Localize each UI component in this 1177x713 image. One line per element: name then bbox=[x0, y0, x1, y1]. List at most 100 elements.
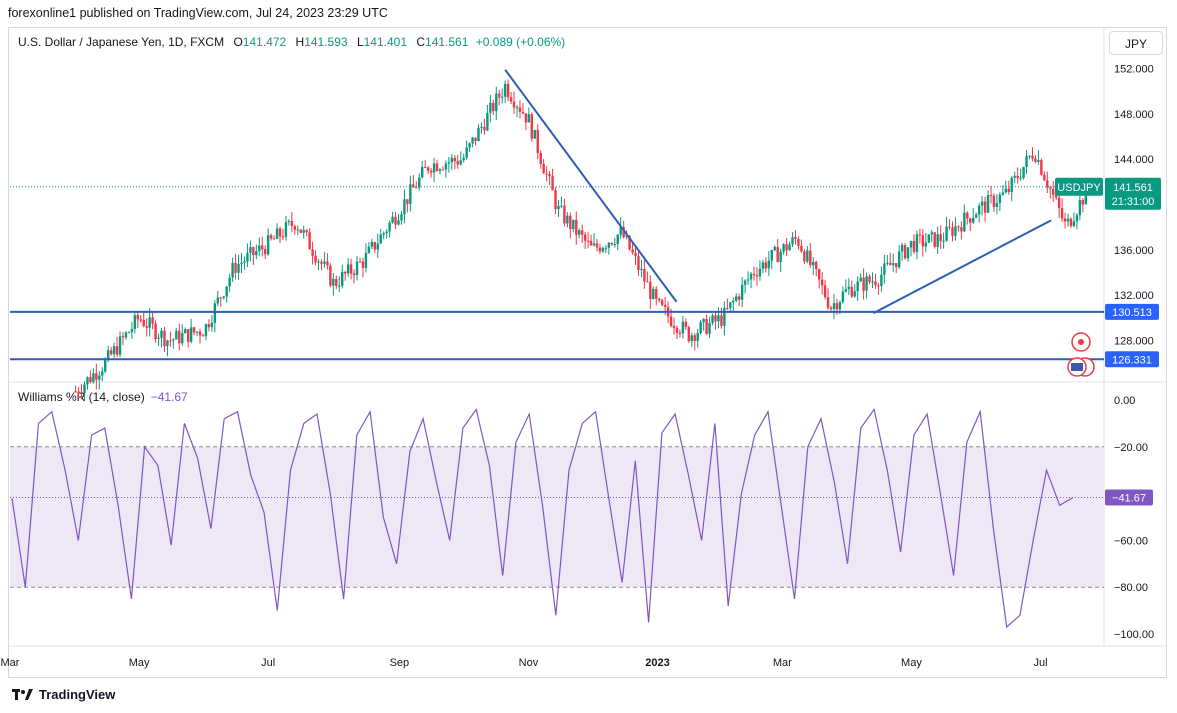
candle-body bbox=[794, 237, 797, 239]
candle-body bbox=[809, 250, 812, 266]
candle-body bbox=[924, 242, 928, 247]
footer-brand[interactable]: TradingView bbox=[12, 687, 115, 702]
candle-body bbox=[1016, 175, 1019, 179]
candle-body bbox=[906, 247, 910, 259]
candle-body bbox=[669, 316, 673, 326]
williams-tick-label: 0.00 bbox=[1114, 395, 1135, 407]
candle-body bbox=[1001, 192, 1005, 195]
candle-body bbox=[477, 127, 480, 142]
open-value: 141.472 bbox=[242, 35, 287, 49]
candle-body bbox=[604, 247, 608, 249]
candle-body bbox=[474, 137, 477, 142]
candle-body bbox=[104, 359, 107, 372]
candle-body bbox=[930, 232, 933, 235]
candle-body bbox=[1063, 218, 1067, 222]
candle-body bbox=[533, 129, 536, 139]
candle-body bbox=[489, 102, 492, 113]
candle-body bbox=[607, 242, 611, 248]
candle-body bbox=[453, 157, 456, 162]
candle-body bbox=[106, 350, 110, 360]
candle-body bbox=[1025, 156, 1028, 167]
symbol-title[interactable]: U.S. Dollar / Japanese Yen, 1D, FXCM bbox=[18, 35, 225, 49]
candle-body bbox=[228, 277, 231, 287]
candle-body bbox=[518, 107, 522, 112]
candle-body bbox=[815, 261, 818, 270]
candle-body bbox=[806, 250, 809, 262]
low-value: 141.401 bbox=[363, 35, 408, 49]
candle-body bbox=[877, 285, 880, 287]
tradingview-logo-icon bbox=[12, 688, 33, 700]
candle-body bbox=[1007, 188, 1010, 192]
candle-body bbox=[459, 160, 462, 165]
williams-tick-label: −80.00 bbox=[1114, 582, 1148, 594]
candle-body bbox=[237, 263, 240, 273]
candle-body bbox=[726, 307, 729, 309]
candle-body bbox=[243, 261, 246, 263]
candle-body bbox=[495, 93, 498, 112]
candle-body bbox=[266, 235, 270, 255]
high-value: 141.593 bbox=[304, 35, 348, 49]
candle-body bbox=[601, 248, 605, 252]
candle-body bbox=[252, 247, 255, 256]
candle-body bbox=[800, 245, 803, 252]
candle-body bbox=[652, 288, 655, 299]
candle-body bbox=[871, 281, 874, 283]
candle-body bbox=[658, 298, 661, 301]
candle-body bbox=[379, 234, 382, 244]
candle-body bbox=[705, 318, 708, 334]
candle-body bbox=[130, 328, 134, 333]
candle-body bbox=[575, 219, 578, 235]
candle-body bbox=[1075, 215, 1079, 222]
candle-body bbox=[450, 157, 454, 163]
candle-body bbox=[723, 307, 726, 326]
candle-body bbox=[373, 242, 377, 250]
candle-body bbox=[717, 315, 720, 322]
trendline bbox=[504, 69, 678, 303]
candle-body bbox=[773, 246, 776, 251]
candle-body bbox=[275, 228, 279, 239]
candle-body bbox=[198, 331, 202, 336]
candle-body bbox=[403, 199, 406, 215]
candle-body bbox=[412, 184, 415, 188]
candle-body bbox=[886, 262, 889, 264]
event-marker-dot-icon bbox=[1078, 339, 1084, 345]
currency-button[interactable]: JPY bbox=[1109, 31, 1163, 55]
candle-body bbox=[693, 335, 696, 341]
candle-body bbox=[702, 318, 705, 323]
support-label-box bbox=[1105, 303, 1159, 320]
candle-body bbox=[764, 262, 768, 269]
candle-body bbox=[231, 262, 234, 278]
candle-body bbox=[542, 163, 545, 174]
candle-body bbox=[586, 240, 590, 242]
candle-body bbox=[195, 331, 199, 333]
candle-body bbox=[1037, 159, 1040, 162]
candle-body bbox=[121, 336, 125, 338]
candle-body bbox=[711, 315, 714, 324]
candle-body bbox=[468, 143, 471, 148]
candle-body bbox=[1043, 174, 1046, 181]
candle-body bbox=[1066, 218, 1070, 222]
candle-body bbox=[376, 243, 379, 250]
candle-body bbox=[841, 291, 845, 303]
candle-body bbox=[415, 187, 418, 189]
candle-body bbox=[758, 268, 762, 277]
candle-body bbox=[1040, 159, 1043, 175]
candle-body bbox=[1031, 155, 1034, 159]
candle-body bbox=[269, 235, 273, 239]
candle-body bbox=[142, 319, 145, 327]
candle-body bbox=[625, 235, 628, 238]
candle-body bbox=[418, 177, 421, 188]
candle-body bbox=[637, 256, 640, 271]
last-price-label: 141.561 bbox=[1113, 182, 1153, 194]
high-label: H bbox=[295, 35, 305, 49]
candle-body bbox=[382, 232, 385, 235]
candle-body bbox=[966, 212, 969, 219]
candle-body bbox=[326, 261, 329, 266]
candle-body bbox=[548, 174, 551, 177]
candle-body bbox=[572, 219, 575, 230]
price-tick-label: 148.000 bbox=[1114, 109, 1154, 121]
candle-body bbox=[524, 113, 528, 123]
candle-body bbox=[178, 330, 181, 344]
candle-body bbox=[900, 245, 904, 252]
